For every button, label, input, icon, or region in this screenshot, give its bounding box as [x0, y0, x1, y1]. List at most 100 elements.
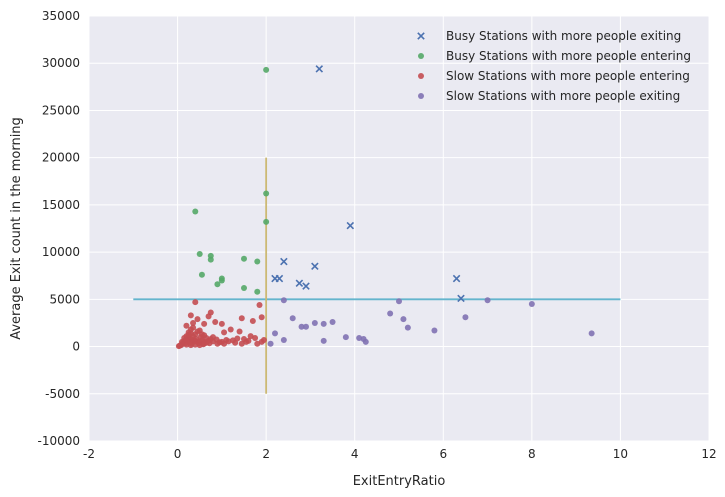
data-point: [205, 313, 212, 320]
data-point: [462, 314, 469, 321]
y-tick-label: -10000: [37, 434, 80, 448]
x-tick-label: 2: [262, 447, 270, 461]
data-point: [258, 314, 265, 321]
data-point: [198, 271, 205, 278]
data-point: [272, 330, 278, 337]
data-point: [400, 316, 407, 323]
data-point: [298, 323, 305, 330]
legend-item: Slow Stations with more people exiting: [418, 89, 680, 103]
y-tick-label: 35000: [42, 9, 80, 23]
data-point: [192, 208, 199, 215]
data-point: [315, 65, 324, 73]
data-point: [185, 331, 192, 338]
legend-marker: [418, 93, 424, 99]
x-tick-label: 10: [613, 447, 628, 461]
data-point: [256, 302, 263, 308]
legend-marker: [418, 53, 424, 59]
x-axis-label: ExitEntryRatio: [353, 474, 446, 489]
series-1: [271, 65, 465, 303]
x-tick-label: 4: [351, 447, 359, 461]
data-point: [431, 327, 438, 334]
data-point: [267, 340, 274, 347]
data-point: [254, 288, 261, 295]
y-tick-label: 20000: [42, 151, 80, 165]
grid-lines: [88, 15, 710, 442]
data-point: [404, 324, 411, 331]
series-4: [267, 297, 595, 347]
data-point: [263, 218, 270, 225]
x-tick-label: -2: [83, 447, 95, 461]
legend-label: Busy Stations with more people exiting: [446, 29, 681, 43]
data-point: [203, 335, 210, 342]
data-point: [247, 333, 254, 340]
data-point: [320, 337, 327, 344]
data-point: [238, 315, 245, 322]
data-point: [212, 319, 219, 325]
data-point: [452, 274, 461, 283]
data-point: [311, 319, 318, 326]
legend-label: Slow Stations with more people exiting: [446, 89, 680, 103]
data-point: [214, 281, 221, 288]
y-tick-label: 15000: [42, 198, 80, 212]
x-tick-label: 12: [701, 447, 716, 461]
data-point: [187, 342, 194, 349]
legend-marker: [417, 32, 425, 40]
data-point: [311, 262, 319, 271]
data-point: [183, 322, 190, 329]
y-tick-label: 30000: [42, 56, 80, 70]
data-point: [207, 256, 214, 263]
data-point: [295, 279, 304, 288]
data-point: [183, 336, 190, 343]
data-point: [187, 312, 194, 319]
data-point: [528, 301, 535, 308]
data-point: [484, 297, 491, 304]
data-point: [263, 66, 270, 73]
data-point: [457, 294, 465, 303]
data-point: [588, 330, 595, 337]
data-point: [320, 320, 327, 327]
y-tick-label: -5000: [45, 387, 80, 401]
data-point: [194, 316, 201, 323]
legend: Busy Stations with more people exiting Bu…: [417, 29, 691, 103]
data-point: [280, 336, 287, 343]
data-point: [196, 251, 203, 257]
plot-background: [89, 16, 709, 441]
data-point: [236, 328, 243, 335]
data-point: [260, 336, 267, 343]
data-point: [221, 340, 228, 347]
y-tick-label: 10000: [42, 245, 80, 259]
reference-lines: [133, 157, 621, 394]
data-point: [303, 323, 309, 330]
tick-labels: -2 0 2 4 6 8 10 12 -10000 -5000 0 5000 10000 15000 200…: [37, 9, 716, 461]
legend-label: Slow Stations with more people entering: [446, 69, 690, 83]
data-point: [175, 343, 182, 350]
y-axis-label: Average Exit count in the morning: [9, 117, 24, 340]
data-point: [227, 326, 234, 333]
data-point: [329, 319, 336, 325]
y-tick-label: 5000: [49, 292, 80, 306]
legend-item: Slow Stations with more people entering: [418, 69, 690, 83]
data-point: [346, 221, 355, 230]
data-point: [249, 318, 256, 325]
data-point: [192, 341, 199, 348]
data-points: [175, 65, 595, 350]
legend-marker: [418, 73, 424, 79]
data-point: [234, 335, 241, 342]
data-point: [218, 277, 225, 284]
plot-area: [89, 16, 709, 441]
data-point: [241, 255, 247, 262]
legend-item: Busy Stations with more people entering: [418, 49, 691, 63]
x-tick-label: 0: [174, 447, 182, 461]
data-point: [263, 190, 270, 197]
legend-item: Busy Stations with more people exiting: [417, 29, 681, 43]
data-point: [221, 329, 228, 336]
data-point: [241, 285, 247, 291]
data-point: [243, 338, 250, 345]
data-point: [302, 282, 310, 290]
data-point: [218, 320, 225, 327]
data-point: [190, 319, 197, 326]
data-point: [198, 331, 205, 338]
data-point: [362, 338, 369, 345]
x-tick-label: 8: [528, 447, 536, 461]
